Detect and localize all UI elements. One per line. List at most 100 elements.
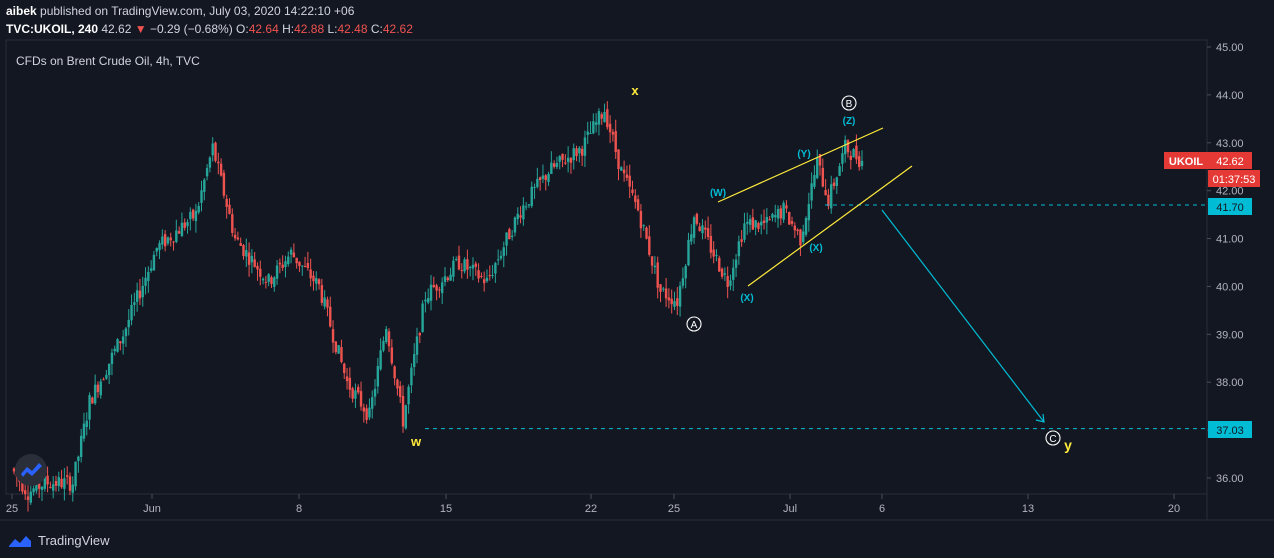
candle-body [217, 161, 220, 164]
y-tick-label: 41.00 [1216, 234, 1244, 246]
candle-body [852, 149, 855, 158]
candle-body [561, 153, 564, 160]
candle-body [729, 280, 732, 286]
tradingview-logo-icon [9, 535, 31, 547]
candle-body [211, 143, 214, 156]
candle-body [687, 239, 690, 266]
candle-body [172, 241, 175, 243]
candle-body [790, 221, 794, 224]
candle-body [751, 217, 755, 230]
candle-body [494, 263, 497, 274]
candle-body [664, 288, 668, 299]
candle-body [452, 260, 455, 277]
candle-body [29, 491, 32, 503]
candle-body [186, 221, 189, 227]
candle-body [491, 274, 494, 276]
candle-body [284, 261, 287, 268]
candle-body [676, 298, 679, 306]
time-axis[interactable]: 25 Jun 8 15 22 25 Jul 6 13 20 [6, 494, 1180, 515]
candle-body [317, 279, 321, 285]
candle-body [222, 172, 226, 196]
price-axis[interactable]: 45.00 44.00 43.00 42.00 41.00 40.00 39.00 38.00… [1207, 42, 1244, 485]
candle-body [670, 298, 673, 305]
candle-body [743, 223, 746, 240]
candle-body [197, 205, 200, 213]
candle-body [594, 122, 598, 125]
x-tick-label: 15 [440, 503, 452, 515]
candle-body [194, 210, 198, 222]
candle-body [701, 225, 704, 234]
candle-body [278, 262, 282, 265]
footer-brand[interactable]: TradingView [8, 533, 110, 548]
candle-body [385, 328, 388, 342]
candle-body [746, 221, 749, 224]
author-name[interactable]: aibek [6, 4, 37, 18]
candle-body [239, 243, 242, 246]
candle-body [662, 288, 665, 290]
candle-body [454, 259, 458, 261]
candle-body [849, 155, 853, 160]
candle-body [102, 379, 105, 381]
candle-body [43, 476, 46, 489]
candle-body [732, 267, 735, 280]
candle-body [345, 376, 349, 382]
candle-body [133, 302, 136, 305]
candle-body [757, 223, 760, 229]
candle-body [46, 475, 49, 485]
candle-body [267, 274, 270, 282]
candle-body [183, 222, 186, 228]
close-label: C: [370, 22, 383, 36]
tradingview-badge-icon[interactable] [15, 454, 47, 486]
candle-body [650, 256, 654, 266]
candle-body [838, 166, 841, 176]
candle-body [600, 114, 603, 119]
candle-body [592, 121, 595, 134]
candle-body [723, 273, 727, 275]
candle-body [326, 299, 329, 308]
candle-body [569, 158, 573, 163]
candle-body [323, 297, 326, 307]
candle-body [348, 377, 352, 390]
wave-circle-b [841, 95, 857, 111]
projection-arrow[interactable] [881, 209, 1045, 423]
candle-body [155, 247, 158, 252]
candle-body [530, 186, 533, 206]
candle-body [636, 199, 640, 211]
candle-body [177, 231, 181, 234]
candle-body [180, 222, 184, 237]
candle-body [357, 387, 360, 393]
candle-body [533, 186, 536, 188]
candle-body [513, 217, 517, 233]
candle-body [519, 215, 522, 218]
candle-body [396, 379, 399, 389]
candle-body [130, 304, 133, 321]
candle-body [85, 420, 88, 428]
candle-body [261, 278, 265, 281]
candle-body [250, 255, 254, 263]
candle-body [303, 266, 307, 268]
candle-body [793, 225, 797, 231]
candle-body [169, 237, 172, 241]
y-tick-label: 37.00 [1216, 425, 1244, 437]
candle-body [606, 109, 609, 128]
candle-body [32, 488, 35, 493]
candle-body [603, 111, 606, 123]
candle-body [698, 226, 701, 231]
wedge-upper-line[interactable] [717, 127, 884, 203]
candle-body [796, 229, 799, 232]
candle-body [830, 184, 833, 209]
candle-body [393, 366, 396, 379]
candle-body [387, 331, 391, 347]
candle-body [740, 239, 743, 242]
candle-body [298, 261, 301, 266]
candle-body [807, 203, 811, 221]
candle-body [399, 385, 402, 397]
candle-body [110, 352, 114, 365]
candle-body [21, 480, 24, 492]
candle-body [768, 219, 771, 221]
candle-body [424, 299, 427, 302]
wedge-lower-line[interactable] [747, 165, 913, 287]
candle-body [99, 381, 102, 396]
candle-body [119, 341, 122, 344]
